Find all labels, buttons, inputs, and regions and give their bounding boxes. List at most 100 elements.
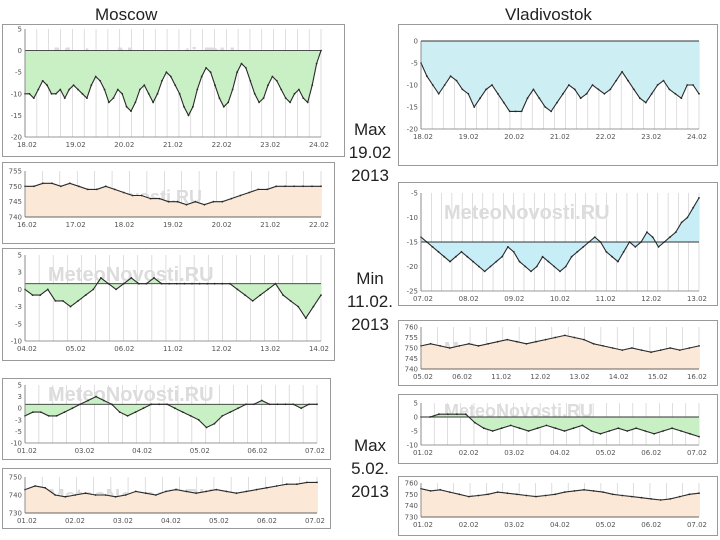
data-point [568,84,570,86]
data-point [137,282,140,285]
data-point [491,430,494,432]
moscow-bottom-temp-chart: MeteoNovosti.RU 5 3 0 -3 -5 -10 01.02 03.02 04.02… [2,378,331,460]
data-point [248,191,251,194]
data-point [245,490,248,493]
data-point [689,432,691,435]
data-point [64,495,67,498]
data-point [634,246,637,248]
data-point [196,88,199,91]
x-tick-label: 03.02 [504,449,524,457]
x-tick-label: 05.02 [596,449,616,457]
x-tick-label: 19.02 [163,221,183,229]
data-point [554,336,557,339]
x-tick-label: 10.02 [550,295,570,303]
data-point [686,216,689,219]
vladivostok-top-temp-chart: MeteoNovosti.RU0-5-10-15-2018.0219.0220.… [398,24,718,166]
x-tick-label: 01.02 [413,521,433,529]
data-point [538,97,541,100]
data-point [544,338,547,341]
data-point [520,110,523,113]
data-point [212,200,215,203]
series-line [24,395,317,429]
chart-svg: MeteoNovosti.RU75575074574016.0217.0218.… [9,168,329,230]
data-point [107,282,110,285]
data-point [507,246,509,248]
data-point [479,97,481,100]
data-point [200,75,203,78]
data-point [187,114,190,117]
data-point [165,71,168,74]
series-area [421,197,699,272]
data-point [145,282,148,285]
x-tick-label: 06.02 [247,447,267,455]
data-point [267,288,269,291]
caption-line: Max [353,436,387,455]
data-point [229,411,232,413]
data-point [60,185,62,188]
data-point [621,494,624,497]
x-tick-label: 09.02 [504,295,524,303]
data-point [653,432,656,435]
data-point [651,236,654,238]
data-point [206,282,209,285]
data-point [183,105,185,108]
data-point [68,182,71,185]
caption-max-5-02: Max 5.02. 2013 [335,434,405,503]
data-point [506,338,509,341]
data-point [185,203,188,206]
data-point [167,200,170,203]
data-point [300,407,303,410]
x-tick-label: 05.02 [209,517,229,525]
data-point [178,92,181,95]
data-point [525,494,528,497]
data-point [472,260,474,263]
data-point [311,84,314,87]
data-point [603,92,606,95]
data-point [95,395,97,398]
data-point [466,255,469,258]
data-point [311,185,313,188]
x-tick-label: 24.02 [309,141,329,149]
data-point [134,490,137,493]
y-tick-label: -10 [11,440,22,448]
data-point [143,84,146,87]
data-point [497,92,499,95]
data-point [112,97,115,99]
data-point [302,185,304,188]
data-point [526,97,529,100]
data-point [92,288,95,291]
data-point [535,340,537,343]
vladivostok-title: Vladivostok [505,5,592,24]
data-point [496,340,499,343]
data-point [245,67,247,69]
data-point [659,349,662,351]
data-point [292,403,295,406]
data-point [160,282,163,285]
y-tick-label: 740 [405,366,418,374]
data-point [237,407,240,410]
data-point [271,75,274,78]
data-point [506,492,509,495]
data-point [215,488,218,491]
data-point [581,424,584,427]
data-point [316,481,318,484]
data-point [467,92,470,95]
data-point [240,62,243,65]
data-point [118,411,121,413]
data-point [59,88,62,91]
data-point [280,88,283,91]
data-point [33,185,35,188]
data-point [195,492,198,495]
data-point [34,485,36,487]
data-point [456,413,458,416]
data-point [51,182,53,185]
data-point [308,403,310,406]
data-point [44,486,46,489]
y-tick-label: 0 [18,405,22,413]
data-point [236,71,239,74]
data-point [275,79,278,82]
data-point [439,488,442,491]
data-point [31,294,34,296]
data-point [39,411,42,413]
y-tick-label: 750 [9,474,22,482]
